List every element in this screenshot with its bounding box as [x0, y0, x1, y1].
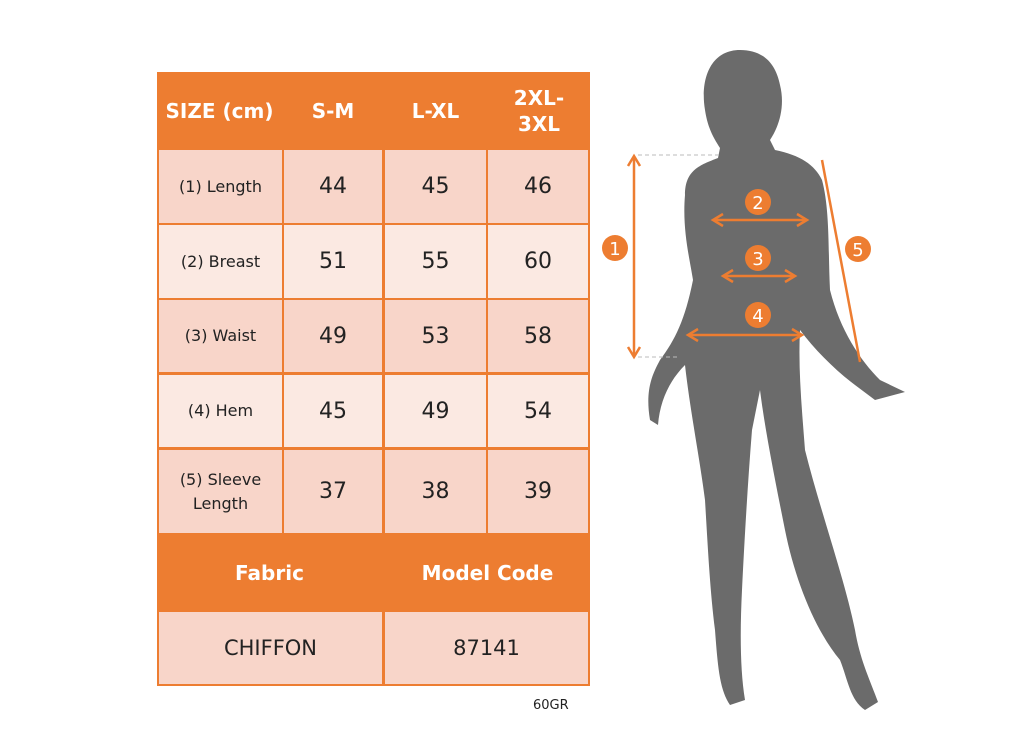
size-value: 37 [284, 450, 382, 533]
fabric-value: CHIFFON [159, 612, 382, 684]
size-value: 54 [488, 375, 588, 447]
size-value: 45 [284, 375, 382, 447]
size-value: 58 [488, 300, 588, 372]
size-value: 38 [385, 450, 486, 533]
header-col: 2XL-3XL [513, 86, 565, 136]
marker-2: 2 [752, 193, 763, 214]
size-value: 49 [284, 300, 382, 372]
marker-4: 4 [752, 306, 763, 327]
size-value: 45 [385, 150, 486, 223]
marker-5: 5 [852, 240, 863, 261]
marker-1: 1 [609, 239, 620, 260]
row-label: (4) Hem [159, 375, 282, 447]
size-value: 44 [284, 150, 382, 223]
size-table: SIZE (cm) S-M L-XL 2XL-3XL (1) Length 44 4… [157, 72, 590, 686]
header-size: SIZE (cm) [165, 99, 274, 123]
model-code-value: 87141 [385, 612, 588, 684]
weight-note: 60GR [533, 698, 569, 713]
size-value: 49 [385, 375, 486, 447]
size-value: 60 [488, 225, 588, 298]
row-label: (1) Length [159, 150, 282, 223]
row-label: (5) Sleeve Length [159, 450, 282, 533]
size-value: 51 [284, 225, 382, 298]
model-code-header: Model Code [421, 560, 554, 585]
row-label: (2) Breast [159, 225, 282, 298]
size-value: 53 [385, 300, 486, 372]
size-value: 39 [488, 450, 588, 533]
body-measurement-figure: 1 2 3 4 5 [602, 50, 905, 710]
size-value: 55 [385, 225, 486, 298]
female-silhouette [648, 50, 905, 710]
header-col: S-M [311, 99, 355, 123]
header-col: L-XL [411, 99, 460, 123]
row-label: (3) Waist [159, 300, 282, 372]
size-value: 46 [488, 150, 588, 223]
marker-3: 3 [752, 249, 763, 270]
fabric-header: Fabric [235, 560, 304, 585]
